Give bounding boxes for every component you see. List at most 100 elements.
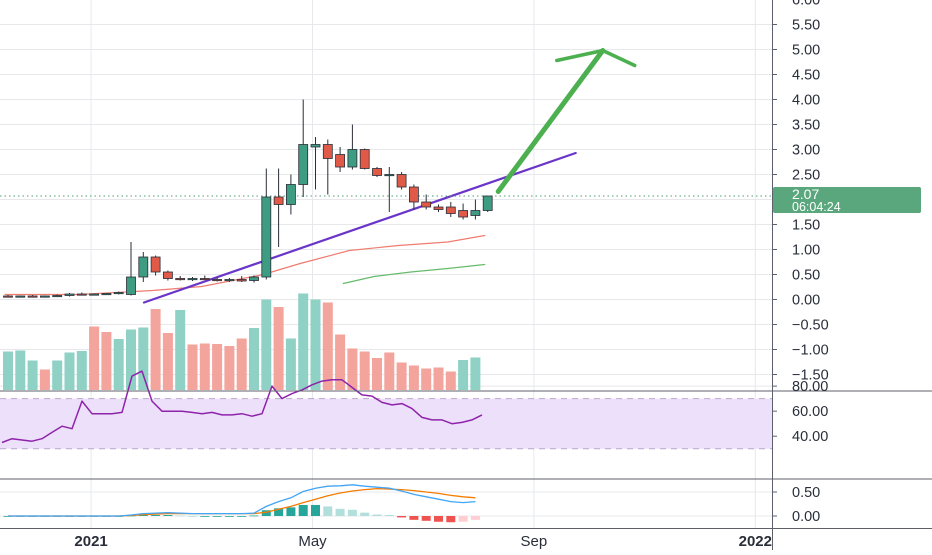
time-axis[interactable]: 2021 May Sep 2022 [74,533,772,550]
volume-bar [372,358,382,390]
price-tick-label: 5.50 [792,18,820,34]
price-axis[interactable]: 6.005.505.004.504.003.503.002.502.001.50… [772,0,921,525]
candle-body [27,295,38,298]
macd-histogram-bar [311,504,320,516]
candle-body [162,271,173,279]
candle-body [335,154,346,168]
volume-bar [433,367,444,390]
volume-bar [249,328,259,390]
volume-bar [175,310,186,390]
macd-histogram-bar [188,516,197,517]
volume-bar [212,344,223,390]
candle-body [298,144,309,185]
candle-body [482,195,493,211]
volume-bar [89,326,100,390]
candle [175,276,186,281]
volume-bar [335,334,346,390]
volume-bar [458,360,469,390]
candle-body [199,278,210,281]
macd-signal-line [8,487,476,517]
macd-line [8,484,476,517]
volume-bar [396,362,407,390]
candle [482,195,493,212]
rsi-tick-label: 80.00 [792,379,828,395]
price-tick-label: 3.50 [792,118,820,134]
volume-bar [236,338,247,390]
volume-bar [408,365,419,390]
volume-bar [310,299,321,390]
target-arrow-shaft [495,48,606,194]
candle-body [15,295,26,298]
candle [347,124,358,170]
macd-histogram-bar [372,514,382,516]
candle-body [224,279,235,282]
candle-body [236,279,247,282]
macd-histogram-bar [249,515,259,517]
candle-body [310,144,321,148]
macd-histogram-bar [286,507,296,516]
macd-panel [3,484,480,523]
volume-bar [285,338,296,390]
macd-histogram-bar [409,516,419,520]
volume-bar [384,352,395,390]
macd-histogram-bar [163,515,173,516]
candle-body [101,293,112,296]
volume-bar [126,329,136,390]
volume-bar [101,332,112,390]
candle [236,276,247,282]
moving-average-slow [342,263,486,285]
macd-histogram-bar [347,509,357,516]
candle [89,293,99,296]
volume-bar [421,368,432,390]
rsi-line [1,370,483,444]
candle [261,168,272,280]
volume-bar [15,350,26,390]
macd-histogram-bar [360,512,370,516]
candle [445,202,456,217]
candle [335,147,346,172]
last-price-badge [773,187,921,213]
candle-body [113,292,124,295]
candle [187,277,198,281]
candle [359,148,370,170]
volume-bar [39,369,50,390]
candle-body [408,186,419,203]
price-tick-label: 0.50 [792,268,820,284]
candle [3,295,13,298]
candle [126,242,136,296]
candle [199,275,210,281]
candle-body [347,149,358,168]
price-tick-label: −0.50 [792,318,829,334]
volume-bar [470,357,481,390]
price-tick-label: 1.00 [792,243,820,259]
candle [372,167,382,177]
volume-bar [359,351,370,390]
candle [76,292,87,296]
volume-bar [150,309,161,390]
macd-histogram-bar [434,516,443,522]
macd-histogram-bar [175,515,185,517]
time-label: May [298,533,327,550]
macd-histogram-bar [212,516,222,517]
candle [285,174,296,215]
candle [249,275,259,283]
volume-bar [64,352,75,390]
candle [52,294,63,298]
macd-tick-label: 0.50 [792,485,820,501]
price-tick-label: 1.50 [792,218,820,234]
candle [384,167,395,212]
candle-body [76,293,87,296]
rsi-panel [0,370,772,450]
macd-histogram-bar [397,516,407,518]
candle [40,295,50,298]
volume-bar [322,302,333,390]
candle [273,168,284,247]
macd-histogram-bar [421,516,431,521]
candle-body [445,206,456,214]
volume-bar [162,333,173,390]
candle [64,293,75,297]
candle [298,99,309,197]
price-tick-label: 4.00 [792,93,820,109]
